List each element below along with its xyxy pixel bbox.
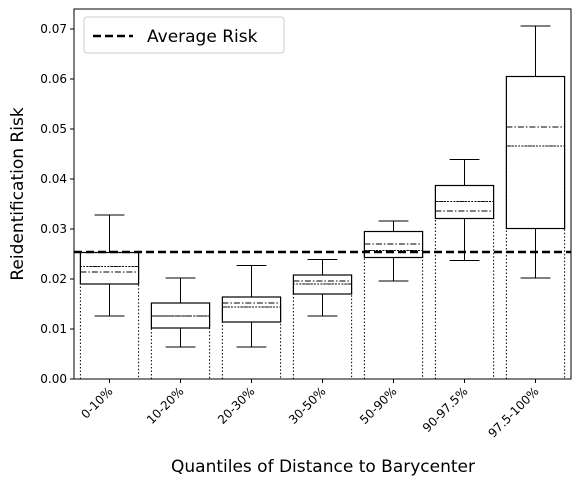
- legend-label-average-risk: Average Risk: [147, 27, 258, 47]
- axes-layer: 0.00 0.01 0.02 0.03 0.04 0.05 0.06 0.07 0-10% 10-…: [40, 8, 572, 440]
- iqr-box: [221, 296, 282, 323]
- mean-bar: [434, 201, 495, 379]
- x-tick-label: 97.5-100%: [486, 384, 542, 440]
- y-tick-label: 0.07: [40, 22, 67, 36]
- axes-frame: [73, 8, 572, 380]
- x-tick-label: 50-90%: [357, 384, 400, 427]
- box-group-3: [292, 259, 353, 379]
- box-group-4: [363, 220, 424, 379]
- y-tick-label: 0.03: [40, 222, 67, 236]
- y-tick-label: 0.04: [40, 172, 67, 186]
- mean-bar: [79, 266, 140, 379]
- x-tick-label: 30-50%: [286, 384, 329, 427]
- box-group-5: [434, 159, 495, 379]
- box-group-2: [221, 265, 282, 379]
- y-tick-label: 0.01: [40, 322, 67, 336]
- mean-bar: [292, 283, 353, 379]
- x-tick-label: 90-97.5%: [420, 384, 471, 435]
- legend: Average Risk: [83, 16, 285, 54]
- box-group-0: [79, 214, 140, 379]
- x-axis-label: Quantiles of Distance to Barycenter: [171, 457, 475, 477]
- y-tick-label: 0.05: [40, 122, 67, 136]
- y-tick-label: 0.00: [40, 372, 67, 386]
- y-tick-label: 0.06: [40, 72, 67, 86]
- box-group-6: [505, 25, 566, 379]
- iqr-box: [79, 251, 140, 285]
- mean-bar: [505, 145, 566, 379]
- legend-frame: [83, 16, 285, 54]
- x-tick-label: 10-20%: [144, 384, 187, 427]
- mean-bar: [363, 250, 424, 379]
- x-tick-label: 20-30%: [215, 384, 258, 427]
- iqr-box: [505, 75, 566, 230]
- y-axis-label: Reidentification Risk: [8, 107, 28, 280]
- mean-bar: [150, 315, 211, 379]
- plot-layer: [74, 25, 571, 379]
- box-group-1: [150, 277, 211, 379]
- y-tick-label: 0.02: [40, 272, 67, 286]
- mean-bar: [221, 306, 282, 379]
- x-tick-label: 0-10%: [78, 384, 115, 421]
